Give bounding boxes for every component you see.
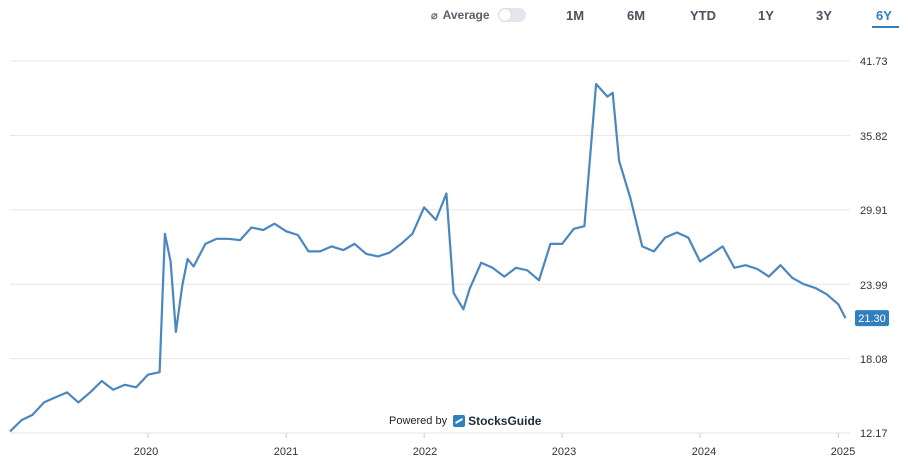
range-ytd-button[interactable]: YTD [690,8,716,23]
brand-name[interactable]: StocksGuide [468,414,542,428]
x-tick-label: 2020 [134,446,158,458]
average-label: Average [442,8,490,22]
range-1m-button[interactable]: 1M [566,8,585,23]
range-1y-button[interactable]: 1Y [758,8,774,23]
average-toggle[interactable]: ⌀ Average [431,8,526,22]
active-range-indicator [872,26,899,28]
last-value-label: 21.30 [858,313,886,325]
x-tick-label: 2024 [692,446,716,458]
y-tick-label: 29.91 [860,205,888,217]
grid-lines [10,60,850,438]
powered-by: Powered by StocksGuide [389,414,541,428]
y-axis-labels: 41.73 35.82 29.91 23.99 18.08 12.17 [860,56,888,440]
x-tick-label: 2023 [552,446,576,458]
last-value-badge: 21.30 [855,310,889,327]
y-tick-label: 12.17 [860,428,888,440]
average-switch[interactable] [497,8,526,22]
y-tick-label: 41.73 [860,56,888,68]
y-tick-label: 18.08 [860,354,888,366]
stocksguide-logo-icon [453,415,466,427]
y-tick-label: 35.82 [860,131,888,143]
range-3y-button[interactable]: 3Y [816,8,832,23]
y-tick-label: 23.99 [860,280,888,292]
range-6m-button[interactable]: 6M [627,8,646,23]
x-tick-label: 2021 [274,446,298,458]
average-icon: ⌀ [431,9,438,22]
x-tick-label: 2025 [831,446,855,458]
powered-by-label: Powered by [389,415,448,427]
x-axis-labels: 2020 2021 2022 2023 2024 2025 [134,446,855,458]
range-toolbar: ⌀ Average 1M 6M YTD 1Y 3Y 6Y [0,0,908,34]
price-series-line [9,82,847,433]
range-6y-button[interactable]: 6Y [876,8,892,23]
x-tick-label: 2022 [413,446,437,458]
last-value-badge-bg [855,310,889,327]
